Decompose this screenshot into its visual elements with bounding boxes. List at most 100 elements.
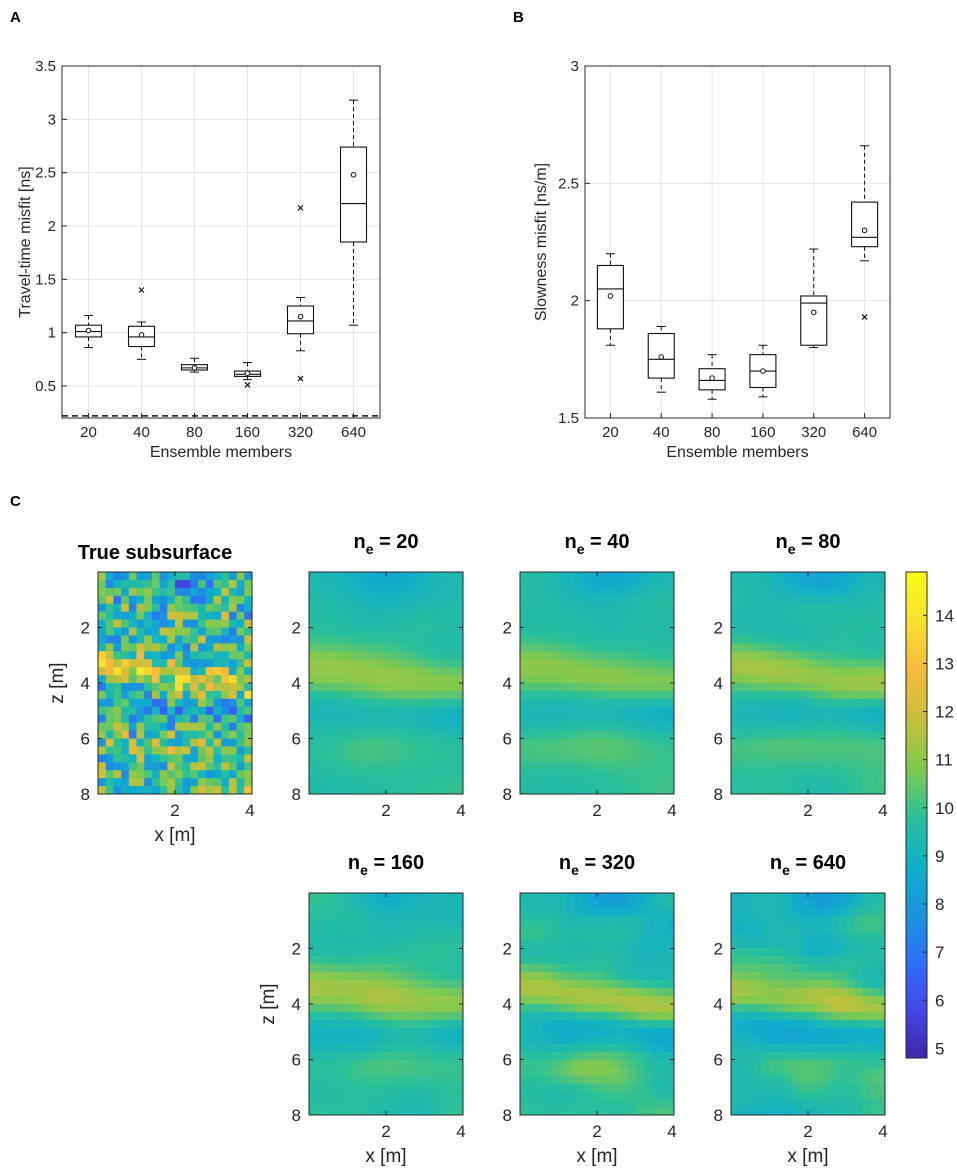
heatmap-cell	[566, 948, 575, 957]
heatmap-cell	[815, 706, 824, 716]
heatmap-cell	[838, 587, 847, 597]
heatmap-cell	[861, 627, 870, 636]
heatmap-cell	[784, 940, 793, 949]
heatmap-cell	[121, 603, 130, 613]
heatmap-cell	[535, 900, 544, 910]
heatmap-cell	[213, 786, 222, 795]
heatmap-cell	[658, 1075, 667, 1084]
heatmap-cell	[527, 738, 536, 747]
heatmap-cell	[746, 786, 755, 795]
heatmap-cell	[347, 778, 356, 787]
heatmap-cell	[808, 908, 817, 918]
heatmap-cell	[362, 1043, 371, 1052]
heatmap-cell	[808, 611, 817, 620]
heatmap-cell	[581, 932, 590, 941]
heatmap-cell	[221, 603, 230, 613]
heatmap-cell	[339, 988, 348, 997]
heatmap-cell	[128, 690, 137, 700]
heatmap-cell	[520, 932, 529, 941]
heatmap-cell	[151, 722, 160, 731]
heatmap-cell	[566, 738, 575, 747]
heatmap-cell	[324, 690, 333, 700]
y-tick-label: 2	[503, 619, 512, 638]
heatmap-cell	[370, 627, 379, 636]
heatmap-cell	[761, 579, 770, 589]
heatmap-cell	[378, 1035, 387, 1045]
heatmap-cell	[424, 1043, 433, 1052]
heatmap-cell	[424, 956, 433, 965]
heatmap-cell	[316, 611, 325, 620]
heatmap-cell	[128, 730, 137, 739]
heatmap-cell	[439, 940, 448, 949]
heatmap-cell	[347, 587, 356, 597]
heatmap-cell	[386, 893, 395, 902]
heatmap-cell	[854, 1019, 863, 1029]
heatmap-cell	[347, 627, 356, 636]
heatmap-cell	[627, 683, 636, 692]
heatmap-cell	[838, 980, 847, 989]
heatmap-cell	[738, 746, 747, 755]
heatmap-cell	[332, 1067, 341, 1076]
heatmap-cell	[808, 698, 817, 708]
heatmap-cell	[558, 964, 567, 973]
y-tick-label: 6	[714, 1051, 723, 1070]
heatmap-cell	[784, 916, 793, 926]
heatmap-cell	[182, 572, 191, 581]
heatmap-cell	[746, 683, 755, 692]
heatmap-cell	[128, 738, 137, 747]
heatmap-cell	[861, 1059, 870, 1068]
heatmap-cell	[244, 643, 253, 652]
colorbar-segment	[906, 786, 927, 792]
heatmap-cell	[409, 1067, 418, 1076]
heatmap-cell	[339, 587, 348, 597]
heatmap-cell	[731, 659, 740, 668]
heatmap-cell	[355, 988, 364, 997]
heatmap-cell	[800, 778, 809, 787]
heatmap-cell	[777, 690, 786, 700]
heatmap-cell	[221, 698, 230, 708]
colorbar-tick-label: 11	[935, 751, 953, 770]
heatmap-cell	[643, 651, 652, 660]
heatmap-cell	[347, 1035, 356, 1045]
heatmap-cell	[761, 924, 770, 934]
colorbar-segment	[906, 709, 927, 715]
heatmap-cell	[558, 996, 567, 1005]
heatmap-cell	[573, 587, 582, 597]
heatmap-cell	[347, 572, 356, 581]
heatmap-cell	[784, 651, 793, 660]
heatmap-cell	[535, 1107, 544, 1116]
heatmap-cell	[869, 1027, 878, 1037]
heatmap-cell	[198, 572, 207, 581]
heatmap-cell	[604, 900, 613, 910]
heatmap-cell	[635, 1067, 644, 1076]
heatmap-cell	[666, 746, 675, 755]
heatmap-cell	[543, 1059, 552, 1068]
heatmap-cell	[838, 1083, 847, 1092]
heatmap-cell	[401, 940, 410, 949]
heatmap-cell	[167, 690, 176, 700]
heatmap-cell	[604, 635, 613, 644]
heatmap-cell	[309, 916, 318, 926]
heatmap-cell	[309, 603, 318, 613]
heatmap-cell	[635, 659, 644, 668]
x-tick-label: 80	[186, 424, 203, 441]
heatmap-cell	[339, 980, 348, 989]
heatmap-cell	[386, 611, 395, 620]
heatmap-cell	[151, 698, 160, 708]
heatmap-cell	[362, 595, 371, 605]
heatmap-cell	[370, 683, 379, 692]
heatmap-cell	[432, 948, 441, 957]
colorbar-segment	[906, 1029, 927, 1035]
heatmap-cell	[520, 1091, 529, 1100]
heatmap-cell	[362, 972, 371, 981]
heatmap-cell	[198, 651, 207, 660]
heatmap-cell	[808, 1011, 817, 1021]
heatmap-cell	[190, 635, 199, 644]
heatmap-cell	[121, 786, 130, 795]
heatmap-cell	[393, 1035, 402, 1045]
heatmap-cell	[105, 627, 114, 636]
heatmap-cell	[205, 667, 214, 676]
heatmap-cell	[416, 1075, 425, 1084]
heatmap-cell	[581, 940, 590, 949]
heatmap-cell	[854, 956, 863, 965]
